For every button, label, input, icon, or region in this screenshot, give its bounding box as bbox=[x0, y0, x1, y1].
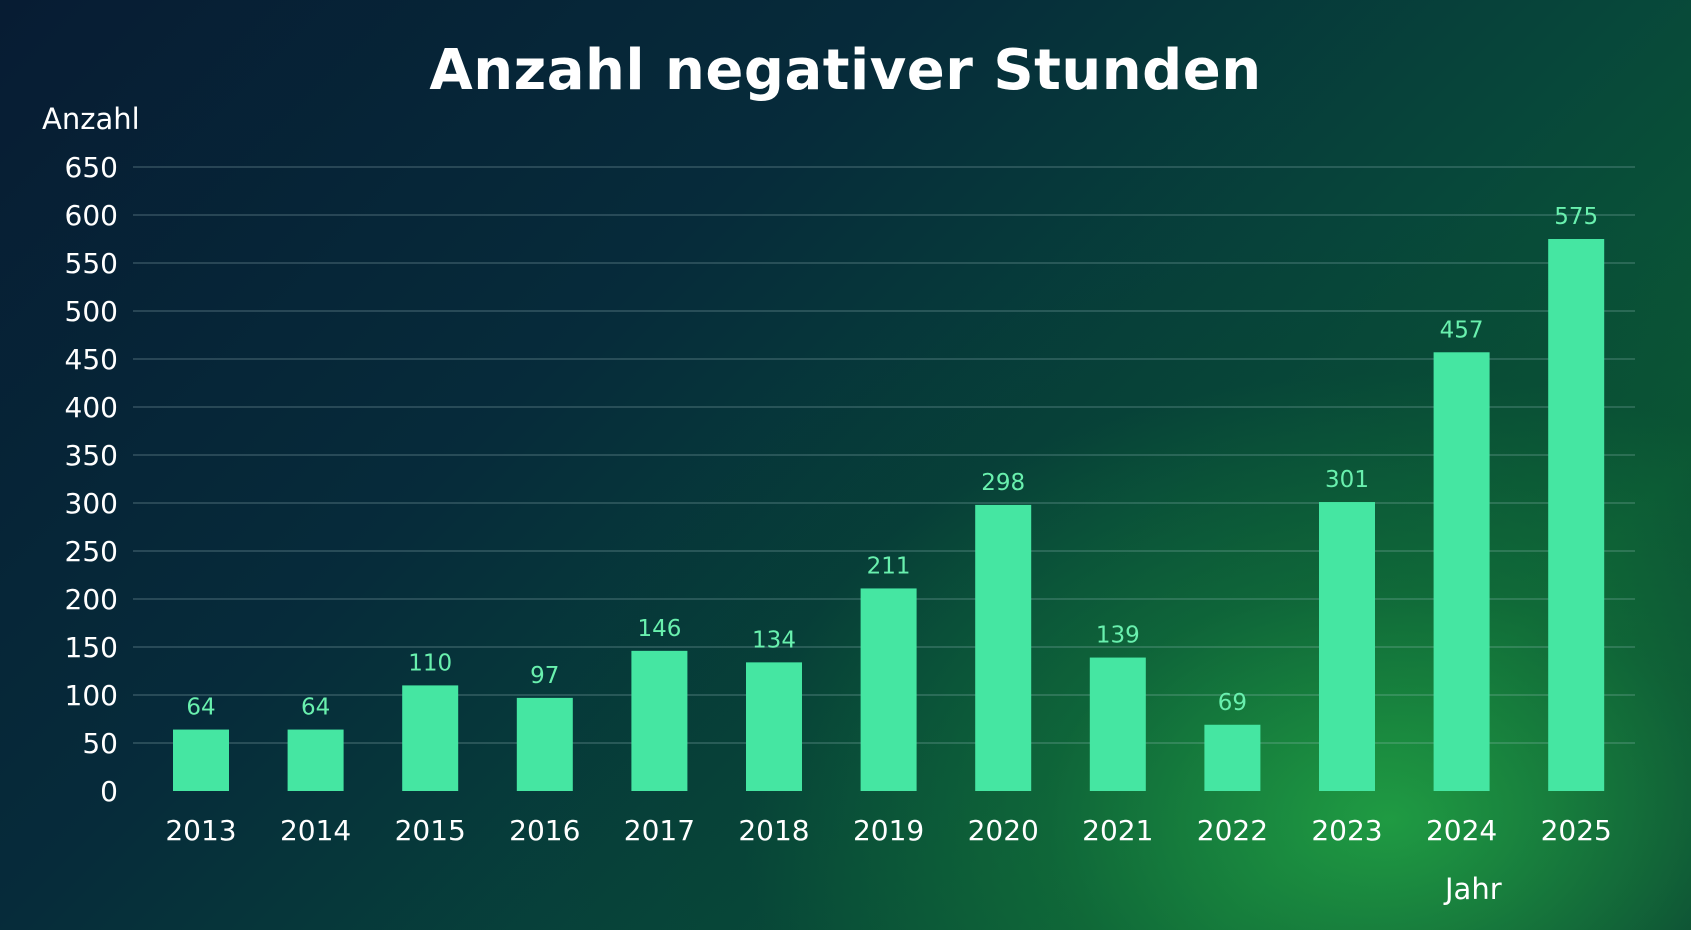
x-tick-label: 2020 bbox=[968, 814, 1039, 847]
x-tick-label: 2023 bbox=[1311, 814, 1382, 847]
y-tick-label: 250 bbox=[65, 535, 118, 568]
x-tick-label: 2014 bbox=[280, 814, 351, 847]
y-tick-label: 0 bbox=[100, 775, 118, 808]
chart-title: Anzahl negativer Stunden bbox=[429, 38, 1262, 103]
bar bbox=[631, 650, 688, 791]
x-axis-label: Jahr bbox=[1445, 872, 1502, 906]
x-tick-label: 2016 bbox=[509, 814, 580, 847]
y-tick-label: 400 bbox=[65, 391, 118, 424]
x-tick-label: 2024 bbox=[1426, 814, 1497, 847]
x-tick-label: 2017 bbox=[624, 814, 695, 847]
data-label: 575 bbox=[1554, 204, 1598, 230]
bar bbox=[287, 729, 344, 791]
data-label: 69 bbox=[1218, 690, 1247, 716]
x-tick-label: 2015 bbox=[395, 814, 466, 847]
bar bbox=[1089, 657, 1146, 791]
data-label: 134 bbox=[752, 627, 796, 653]
bar bbox=[860, 588, 917, 791]
data-label: 298 bbox=[981, 470, 1025, 496]
bar bbox=[975, 504, 1032, 791]
data-label: 139 bbox=[1096, 623, 1140, 649]
y-tick-label: 100 bbox=[65, 679, 118, 712]
x-tick-label: 2013 bbox=[165, 814, 236, 847]
bar bbox=[1548, 239, 1605, 791]
y-tick-label: 500 bbox=[65, 295, 118, 328]
x-tick-label: 2019 bbox=[853, 814, 924, 847]
y-tick-label: 650 bbox=[65, 151, 118, 184]
bar bbox=[402, 685, 459, 791]
data-label: 211 bbox=[867, 553, 911, 579]
y-tick-label: 450 bbox=[65, 343, 118, 376]
y-tick-label: 150 bbox=[65, 631, 118, 664]
data-label: 64 bbox=[301, 695, 330, 721]
bar bbox=[1433, 352, 1490, 791]
data-label: 97 bbox=[530, 663, 559, 689]
y-axis-label: Anzahl bbox=[42, 102, 140, 136]
bar bbox=[516, 697, 573, 791]
y-tick-label: 350 bbox=[65, 439, 118, 472]
bar bbox=[746, 662, 802, 791]
y-tick-label: 550 bbox=[65, 247, 118, 280]
bar bbox=[1204, 724, 1261, 791]
data-label: 301 bbox=[1325, 467, 1369, 493]
y-tick-label: 300 bbox=[65, 487, 118, 520]
x-tick-label: 2018 bbox=[738, 814, 809, 847]
data-label: 457 bbox=[1440, 317, 1484, 343]
x-tick-label: 2022 bbox=[1197, 814, 1268, 847]
y-tick-label: 200 bbox=[65, 583, 118, 616]
bar bbox=[173, 729, 229, 791]
y-tick-label: 50 bbox=[82, 727, 118, 760]
y-tick-label: 600 bbox=[65, 199, 118, 232]
data-label: 146 bbox=[637, 616, 681, 642]
x-tick-label: 2025 bbox=[1541, 814, 1612, 847]
data-label: 110 bbox=[408, 650, 452, 676]
bar bbox=[1319, 502, 1375, 791]
x-tick-label: 2021 bbox=[1082, 814, 1153, 847]
data-label: 64 bbox=[186, 695, 215, 721]
